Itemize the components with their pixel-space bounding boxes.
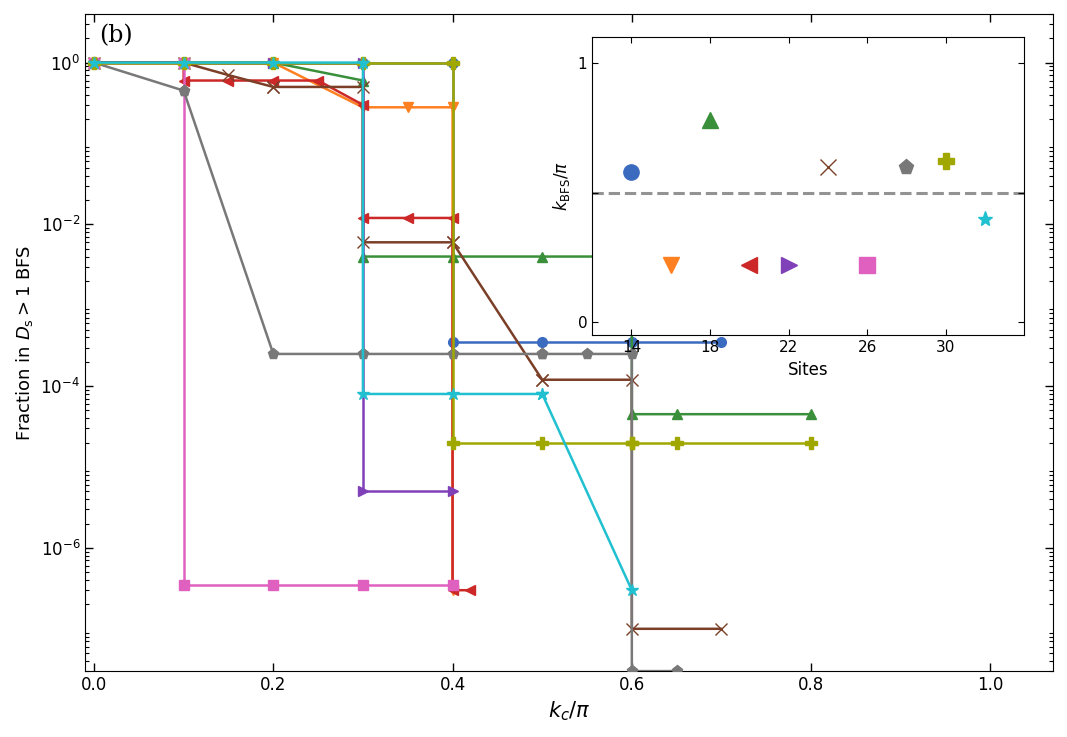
Text: (b): (b) [99, 24, 133, 46]
X-axis label: Sites: Sites [787, 360, 829, 379]
Y-axis label: $k_{\mathrm{BFS}}/\pi$: $k_{\mathrm{BFS}}/\pi$ [552, 161, 572, 211]
Y-axis label: Fraction in $D_{\mathrm{s}} > 1$ BFS: Fraction in $D_{\mathrm{s}} > 1$ BFS [14, 245, 35, 441]
X-axis label: $k_c/\pi$: $k_c/\pi$ [547, 699, 590, 723]
